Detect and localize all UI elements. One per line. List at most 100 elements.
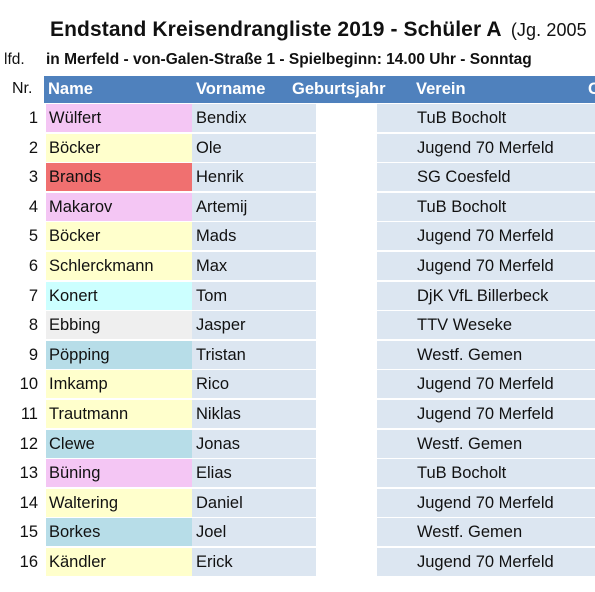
- row-verein: DjK VfL Billerbeck: [377, 281, 595, 310]
- row-vorname: Max: [192, 252, 316, 280]
- table-row: 8 Ebbing Jasper TTV Weseke: [0, 311, 595, 340]
- row-verein: TTV Weseke: [377, 311, 595, 340]
- row-nr: 11: [20, 405, 38, 423]
- row-vorname: Jasper: [192, 311, 316, 340]
- row-geburtsjahr: [318, 459, 376, 488]
- row-verein: TuB Bocholt: [377, 104, 595, 132]
- row-nr: 8: [28, 316, 38, 335]
- row-geburtsjahr: [318, 222, 376, 251]
- row-verein: Westf. Gemen: [377, 518, 595, 547]
- row-separator: [46, 132, 595, 133]
- row-name: Trautmann: [46, 400, 192, 428]
- row-verein: Jugend 70 Merfeld: [377, 370, 595, 399]
- header-name: Name: [48, 80, 93, 98]
- row-vorname: Joel: [192, 518, 316, 547]
- row-separator: [46, 516, 595, 518]
- row-vorname: Rico: [192, 370, 316, 399]
- row-separator: [46, 339, 595, 341]
- row-verein: SG Coesfeld: [377, 163, 595, 192]
- row-name: Waltering: [46, 488, 192, 517]
- event-info: in Merfeld - von-Galen-Straße 1 - Spielb…: [46, 51, 532, 68]
- table-row: 12 Clewe Jonas Westf. Gemen: [0, 429, 595, 458]
- row-separator: [46, 398, 595, 400]
- row-geburtsjahr: [318, 311, 376, 340]
- table-row: 6 Schlerckmann Max Jugend 70 Merfeld: [0, 252, 595, 280]
- row-geburtsjahr: [318, 429, 376, 458]
- row-name: Clewe: [46, 429, 192, 458]
- row-vorname: Jonas: [192, 429, 316, 458]
- row-name: Büning: [46, 459, 192, 488]
- table-row: 15 Borkes Joel Westf. Gemen: [0, 518, 595, 547]
- row-geburtsjahr: [318, 370, 376, 399]
- table-row: 11 Trautmann Niklas Jugend 70 Merfeld: [0, 400, 595, 428]
- row-separator: [46, 576, 595, 577]
- header-geburtsjahr: Geburtsjahr: [292, 80, 386, 98]
- row-geburtsjahr: [318, 281, 376, 310]
- table-row: 7 Konert Tom DjK VfL Billerbeck: [0, 281, 595, 310]
- row-name: Ebbing: [46, 311, 192, 340]
- row-separator: [46, 546, 595, 548]
- row-vorname: Ole: [192, 133, 316, 162]
- row-name: Konert: [46, 281, 192, 310]
- row-vorname: Erick: [192, 548, 316, 576]
- row-vorname: Elias: [192, 459, 316, 488]
- row-separator: [46, 457, 595, 459]
- title-suffix: (Jg. 2005: [510, 20, 587, 40]
- row-geburtsjahr: [318, 400, 376, 428]
- row-verein: Jugend 70 Merfeld: [377, 400, 595, 428]
- row-verein: Jugend 70 Merfeld: [377, 252, 595, 280]
- row-separator: [46, 428, 595, 429]
- page-title: Endstand Kreisendrangliste 2019 - Schüle…: [50, 18, 587, 42]
- row-geburtsjahr: [318, 133, 376, 162]
- row-geburtsjahr: [318, 518, 376, 547]
- row-nr: 10: [19, 375, 38, 394]
- row-name: Pöpping: [46, 340, 192, 369]
- row-vorname: Tom: [192, 281, 316, 310]
- row-separator: [46, 250, 595, 252]
- table-row: 16 Kändler Erick Jugend 70 Merfeld: [0, 548, 595, 576]
- table-row: 3 Brands Henrik SG Coesfeld: [0, 163, 595, 192]
- row-verein: Jugend 70 Merfeld: [377, 222, 595, 251]
- row-verein: Westf. Gemen: [377, 340, 595, 369]
- row-geburtsjahr: [318, 104, 376, 132]
- table-row: 5 Böcker Mads Jugend 70 Merfeld: [0, 222, 595, 251]
- row-name: Böcker: [46, 133, 192, 162]
- row-nr: 2: [28, 138, 38, 157]
- row-separator: [46, 220, 595, 222]
- table-row: 4 Makarov Artemij TuB Bocholt: [0, 192, 595, 221]
- header-extra: C: [588, 80, 595, 98]
- row-verein: TuB Bocholt: [377, 459, 595, 488]
- row-verein: Jugend 70 Merfeld: [377, 488, 595, 517]
- table-row: 9 Pöpping Tristan Westf. Gemen: [0, 340, 595, 369]
- row-verein: Westf. Gemen: [377, 429, 595, 458]
- row-name: Kändler: [46, 548, 192, 576]
- row-geburtsjahr: [318, 192, 376, 221]
- row-separator: [46, 280, 595, 281]
- row-nr: 3: [28, 168, 38, 187]
- row-geburtsjahr: [318, 252, 376, 280]
- table-header: Nr. Name Vorname Geburtsjahr Verein C: [0, 76, 595, 103]
- row-separator: [46, 487, 595, 489]
- row-nr: 9: [28, 345, 38, 364]
- row-nr: 14: [19, 493, 38, 512]
- row-nr: 7: [28, 286, 38, 305]
- row-nr: 15: [19, 523, 38, 542]
- table-row: 1 Wülfert Bendix TuB Bocholt: [0, 104, 595, 132]
- row-name: Brands: [46, 163, 192, 192]
- header-vorname: Vorname: [196, 80, 266, 98]
- row-separator: [46, 191, 595, 193]
- row-separator: [46, 368, 595, 370]
- row-name: Schlerckmann: [46, 252, 192, 280]
- row-nr: 13: [19, 464, 38, 483]
- table-row: 13 Büning Elias TuB Bocholt: [0, 459, 595, 488]
- row-name: Makarov: [46, 192, 192, 221]
- row-vorname: Niklas: [192, 400, 316, 428]
- row-name: Imkamp: [46, 370, 192, 399]
- table-row: 2 Böcker Ole Jugend 70 Merfeld: [0, 133, 595, 162]
- row-geburtsjahr: [318, 340, 376, 369]
- row-name: Borkes: [46, 518, 192, 547]
- row-separator: [46, 309, 595, 311]
- row-nr: 12: [19, 434, 38, 453]
- row-nr: 16: [19, 553, 38, 571]
- row-geburtsjahr: [318, 163, 376, 192]
